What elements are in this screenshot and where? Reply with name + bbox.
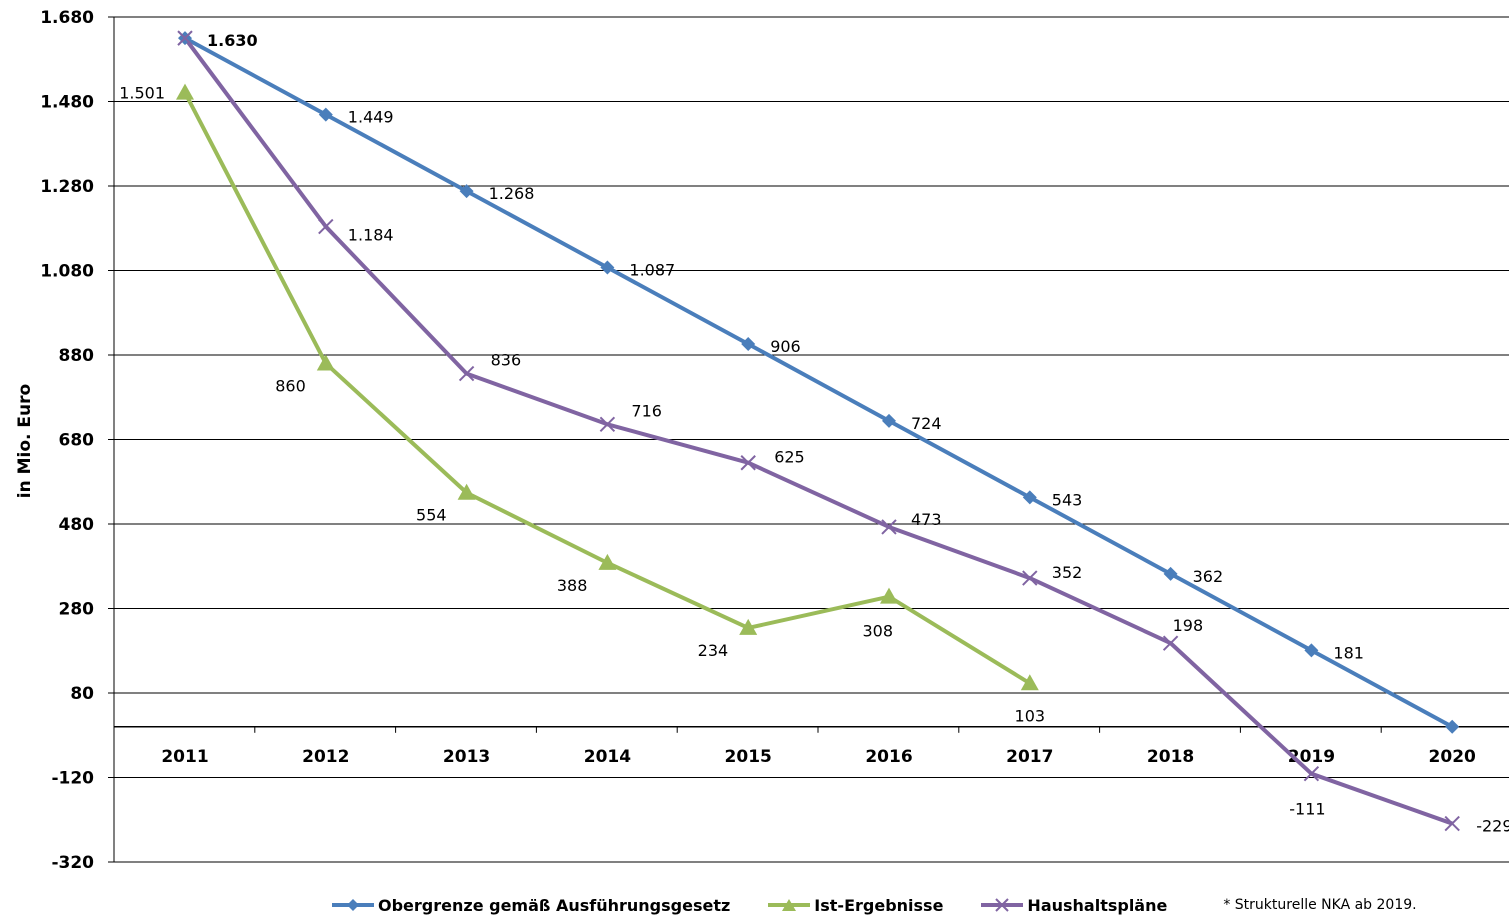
data-point [316, 354, 335, 371]
data-point [1020, 674, 1039, 691]
data-point [599, 416, 616, 432]
data-labels: 1.630 1.449 1.268 1.087 906 724 543 362 181 1.501… [119, 31, 1509, 835]
legend-label: Obergrenze gemäß Ausführungsgesetz [378, 895, 731, 915]
data-label: 181 [1333, 643, 1364, 662]
data-label: 1.501 [119, 84, 165, 103]
series-lines [183, 36, 1454, 826]
data-point [1303, 765, 1320, 782]
x-tick-label: 2015 [725, 747, 772, 767]
data-label: 1.268 [489, 184, 535, 203]
y-tick-label: 280 [59, 600, 95, 620]
data-label: -229 [1476, 817, 1509, 836]
data-point [1022, 570, 1038, 586]
x-axis: 2011 2012 2013 2014 2015 2016 2017 2018 2019 2020 [113, 726, 1509, 767]
data-point [1022, 490, 1037, 505]
data-label: 362 [1193, 567, 1224, 586]
data-label: 473 [911, 510, 942, 529]
x-tick-label: 2020 [1429, 747, 1476, 767]
data-label: 625 [774, 448, 805, 467]
data-point [457, 483, 476, 500]
data-label: 836 [491, 351, 522, 370]
x-tick-label: 2014 [584, 747, 631, 767]
data-label: 103 [1015, 706, 1046, 725]
gridlines [108, 16, 1509, 863]
data-point [741, 337, 756, 352]
series-line-0 [184, 36, 1454, 729]
y-axis-ticks: 1.680 1.480 1.280 1.080 880 680 480 280 80 -120 -3… [40, 8, 94, 873]
data-label: -111 [1289, 800, 1325, 819]
x-tick-label: 2016 [865, 747, 912, 767]
data-label: 234 [698, 641, 729, 660]
legend-label: Haushaltspläne [1027, 895, 1168, 915]
data-point [459, 184, 474, 199]
data-point [177, 30, 193, 46]
data-label: 543 [1052, 490, 1083, 509]
y-tick-label: -320 [51, 853, 94, 873]
legend-label: Ist-Ergebnisse [814, 895, 944, 915]
series-line-2 [183, 36, 1453, 826]
data-point [1162, 635, 1179, 651]
data-label: 906 [770, 337, 801, 356]
data-label: 388 [557, 576, 588, 595]
data-label: 716 [631, 401, 662, 420]
data-point [318, 218, 334, 235]
data-point [882, 413, 896, 428]
y-tick-label: 880 [59, 346, 95, 366]
data-label: 1.449 [348, 108, 394, 127]
data-label: 554 [416, 506, 447, 525]
data-label: 1.184 [348, 226, 394, 245]
series-line-1 [183, 91, 1031, 685]
data-point [1304, 643, 1319, 658]
data-label: 308 [862, 622, 893, 641]
data-point [1445, 719, 1460, 734]
x-tick-label: 2013 [443, 747, 490, 767]
data-point [740, 455, 756, 471]
legend-diamond-icon [332, 899, 374, 911]
data-label: 1.630 [207, 31, 258, 50]
y-tick-label: -120 [51, 769, 94, 789]
legend-x-icon [981, 898, 1024, 912]
data-point [318, 107, 333, 122]
data-point [1163, 566, 1178, 581]
y-tick-label: 1.080 [40, 262, 94, 282]
y-tick-label: 680 [59, 431, 95, 451]
data-label: 198 [1173, 616, 1204, 635]
data-label: 724 [911, 414, 942, 433]
y-axis-label: in Mio. Euro [15, 384, 35, 498]
data-label: 1.087 [629, 261, 675, 280]
legend-item-ist-ergebnisse: Ist-Ergebnisse [766, 896, 943, 915]
y-tick-label: 1.480 [40, 93, 94, 113]
data-point [600, 260, 615, 275]
data-point [739, 618, 758, 635]
data-label: 860 [275, 376, 306, 395]
data-point [1444, 815, 1460, 832]
x-tick-label: 2018 [1147, 747, 1194, 767]
data-label: 352 [1052, 563, 1083, 582]
data-point [598, 553, 617, 570]
y-tick-label: 480 [59, 515, 95, 535]
line-chart: 1.680 1.480 1.280 1.080 880 680 480 280 80 -120 -3… [15, 8, 1509, 873]
footnote: * Strukturelle NKA ab 2019. [1223, 897, 1417, 913]
data-point [176, 83, 194, 100]
x-tick-label: 2012 [302, 747, 349, 767]
data-point [881, 519, 897, 535]
legend: Obergrenze gemäß Ausführungsgesetz Ist-E… [330, 892, 1509, 918]
markers [176, 30, 1460, 832]
legend-item-obergrenze: Obergrenze gemäß Ausführungsgesetz [330, 896, 730, 915]
y-tick-label: 1.280 [40, 177, 94, 197]
legend-item-haushaltsplaene: Haushaltspläne [979, 896, 1167, 915]
x-tick-label: 2017 [1006, 747, 1053, 767]
y-tick-label: 80 [70, 684, 94, 704]
data-point [880, 587, 898, 604]
data-point [458, 365, 475, 382]
legend-triangle-icon [768, 899, 811, 911]
y-tick-label: 1.680 [40, 8, 94, 28]
x-tick-label: 2011 [161, 747, 208, 767]
